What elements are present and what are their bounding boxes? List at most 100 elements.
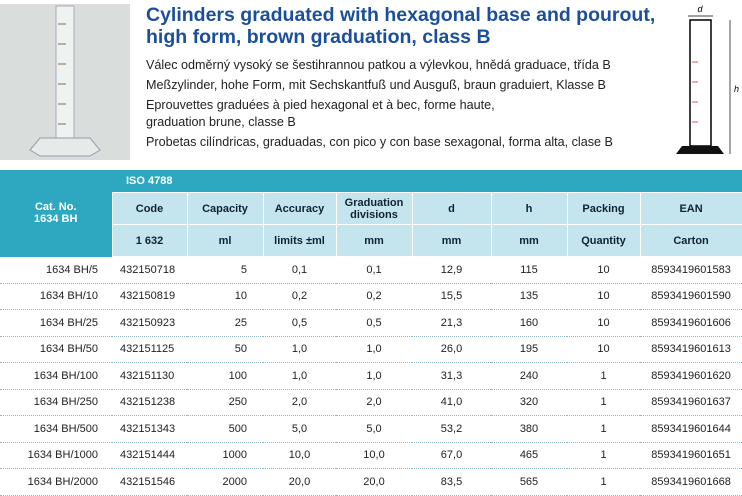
table-cell: 320 <box>491 389 567 416</box>
table-cell: 8593419601644 <box>640 415 742 443</box>
table-cell: 160 <box>491 309 567 337</box>
table-cell: 8593419601637 <box>640 389 742 416</box>
table-cell: 20,0 <box>336 468 412 496</box>
table-cell: 240 <box>491 362 567 390</box>
unit-header: limits ±ml <box>262 224 337 257</box>
unit-header: Quantity <box>566 224 641 257</box>
table-cell: 500 <box>187 415 263 443</box>
unit-header: 1 632 <box>111 224 188 257</box>
table-cell: 1634 BH/1000 <box>0 442 112 469</box>
table-cell: 8593419601620 <box>640 362 742 390</box>
table-cell: 432151125 <box>112 336 187 363</box>
descriptions: Válec odměrný vysoký se šestihrannou pat… <box>146 55 613 152</box>
table-cell: 250 <box>187 389 263 416</box>
table-cell: 1,0 <box>336 362 412 390</box>
table-cell: 1,0 <box>263 362 336 390</box>
column-header: Graduation divisions <box>335 192 413 225</box>
table-cell: 565 <box>491 468 567 496</box>
table-cell: 1634 BH/2000 <box>0 468 112 496</box>
table-row: 1634 BH/5 432150718 5 0,1 0,1 12,9 115 10 859341… <box>0 256 742 284</box>
table-cell: 1,0 <box>263 336 336 363</box>
column-header: Code <box>111 192 188 225</box>
table-cell: 2,0 <box>336 389 412 416</box>
table-cell: 31,3 <box>412 362 491 390</box>
table-cell: 5 <box>187 256 263 284</box>
table-cell: 10,0 <box>336 442 412 469</box>
column-header: Accuracy <box>262 192 337 225</box>
table-cell: 0,5 <box>263 309 336 337</box>
table-cell: 1634 BH/100 <box>0 362 112 390</box>
table-row: 1634 BH/25 432150923 25 0,5 0,5 21,3 160 10 8593… <box>0 309 742 337</box>
table-cell: 26,0 <box>412 336 491 363</box>
page: Cylinders graduated with hexagonal base … <box>0 4 742 496</box>
table-cell: 50 <box>187 336 263 363</box>
column-header: Packing <box>566 192 641 225</box>
table-cell: 2,0 <box>263 389 336 416</box>
table-cell: 1 <box>567 389 640 416</box>
table-cell: 8593419601590 <box>640 283 742 310</box>
table-cell: 8593419601606 <box>640 309 742 337</box>
table-cell: 1 <box>567 442 640 469</box>
table-cell: 1000 <box>187 442 263 469</box>
table-cell: 8593419601613 <box>640 336 742 363</box>
cat-no: 1634 BH <box>34 213 78 226</box>
table-row: 1634 BH/10 432150819 10 0,2 0,2 15,5 135 10 8593… <box>0 283 742 310</box>
column-header: d <box>411 192 492 225</box>
description: graduation brune, classe B <box>146 115 296 129</box>
table-cell: 53,2 <box>412 415 491 443</box>
table-cell: 465 <box>491 442 567 469</box>
table-cell: 20,0 <box>263 468 336 496</box>
cat-no: Cat. No. <box>34 201 77 214</box>
table-cell: 2000 <box>187 468 263 496</box>
table-cell: 1 <box>567 362 640 390</box>
unit-header: ml <box>186 224 264 257</box>
table-cell: 1 <box>567 468 640 496</box>
unit-header: Carton <box>639 224 742 257</box>
table-cell: 0,2 <box>336 283 412 310</box>
table-cell: 10 <box>567 283 640 310</box>
table-cell: 67,0 <box>412 442 491 469</box>
column-header: Capacity <box>186 192 264 225</box>
table-cell: 1634 BH/250 <box>0 389 112 416</box>
table-row: 1634 BH/500 432151343 500 5,0 5,0 53,2 380 1 859… <box>0 415 742 443</box>
standard: ISO 4788 <box>112 170 742 193</box>
table-cell: 1634 BH/10 <box>0 283 112 310</box>
table-cell: 8593419601651 <box>640 442 742 469</box>
table-cell: 432151238 <box>112 389 187 416</box>
unit-header: mm <box>490 224 568 257</box>
table-cell: 1634 BH/25 <box>0 309 112 337</box>
product-photo <box>0 4 130 160</box>
table-cell: 0,1 <box>336 256 412 284</box>
table-cell: 15,5 <box>412 283 491 310</box>
dim-label: d <box>697 4 703 14</box>
table-cell: 432150718 <box>112 256 187 284</box>
table-cell: 0,2 <box>263 283 336 310</box>
table-cell: 1,0 <box>336 336 412 363</box>
column-header: EAN <box>639 192 742 225</box>
table-cell: 100 <box>187 362 263 390</box>
table-cell: 41,0 <box>412 389 491 416</box>
table-row: 1634 BH/50 432151125 50 1,0 1,0 26,0 195 10 8593… <box>0 336 742 363</box>
table-cell: 12,9 <box>412 256 491 284</box>
table-cell: 1634 BH/50 <box>0 336 112 363</box>
table-cell: 432151130 <box>112 362 187 390</box>
table-cell: 21,3 <box>412 309 491 337</box>
table-cell: 10,0 <box>263 442 336 469</box>
table-cell: 83,5 <box>412 468 491 496</box>
table-cell: 10 <box>187 283 263 310</box>
description: Meßzylinder, hohe Form, mit Sechskantfuß… <box>146 78 606 92</box>
table-cell: 380 <box>491 415 567 443</box>
description: Eprouvettes graduées à pied hexagonal et… <box>146 98 495 112</box>
table-row: 1634 BH/2000 432151546 2000 20,0 20,0 83,5 565… <box>0 468 742 496</box>
table-cell: 115 <box>491 256 567 284</box>
table-cell: 8593419601583 <box>640 256 742 284</box>
table-cell: 1634 BH/500 <box>0 415 112 443</box>
unit-header: mm <box>411 224 492 257</box>
table-row: 1634 BH/250 432151238 250 2,0 2,0 41,0 320 1 859… <box>0 389 742 416</box>
table-cell: 432151444 <box>112 442 187 469</box>
description: Probetas cilíndricas, graduadas, con pic… <box>146 135 613 149</box>
table-cell: 432151546 <box>112 468 187 496</box>
table-row: 1634 BH/100 432151130 100 1,0 1,0 31,3 240 1 859… <box>0 362 742 390</box>
unit-header: mm <box>335 224 413 257</box>
table-cell: 10 <box>567 336 640 363</box>
